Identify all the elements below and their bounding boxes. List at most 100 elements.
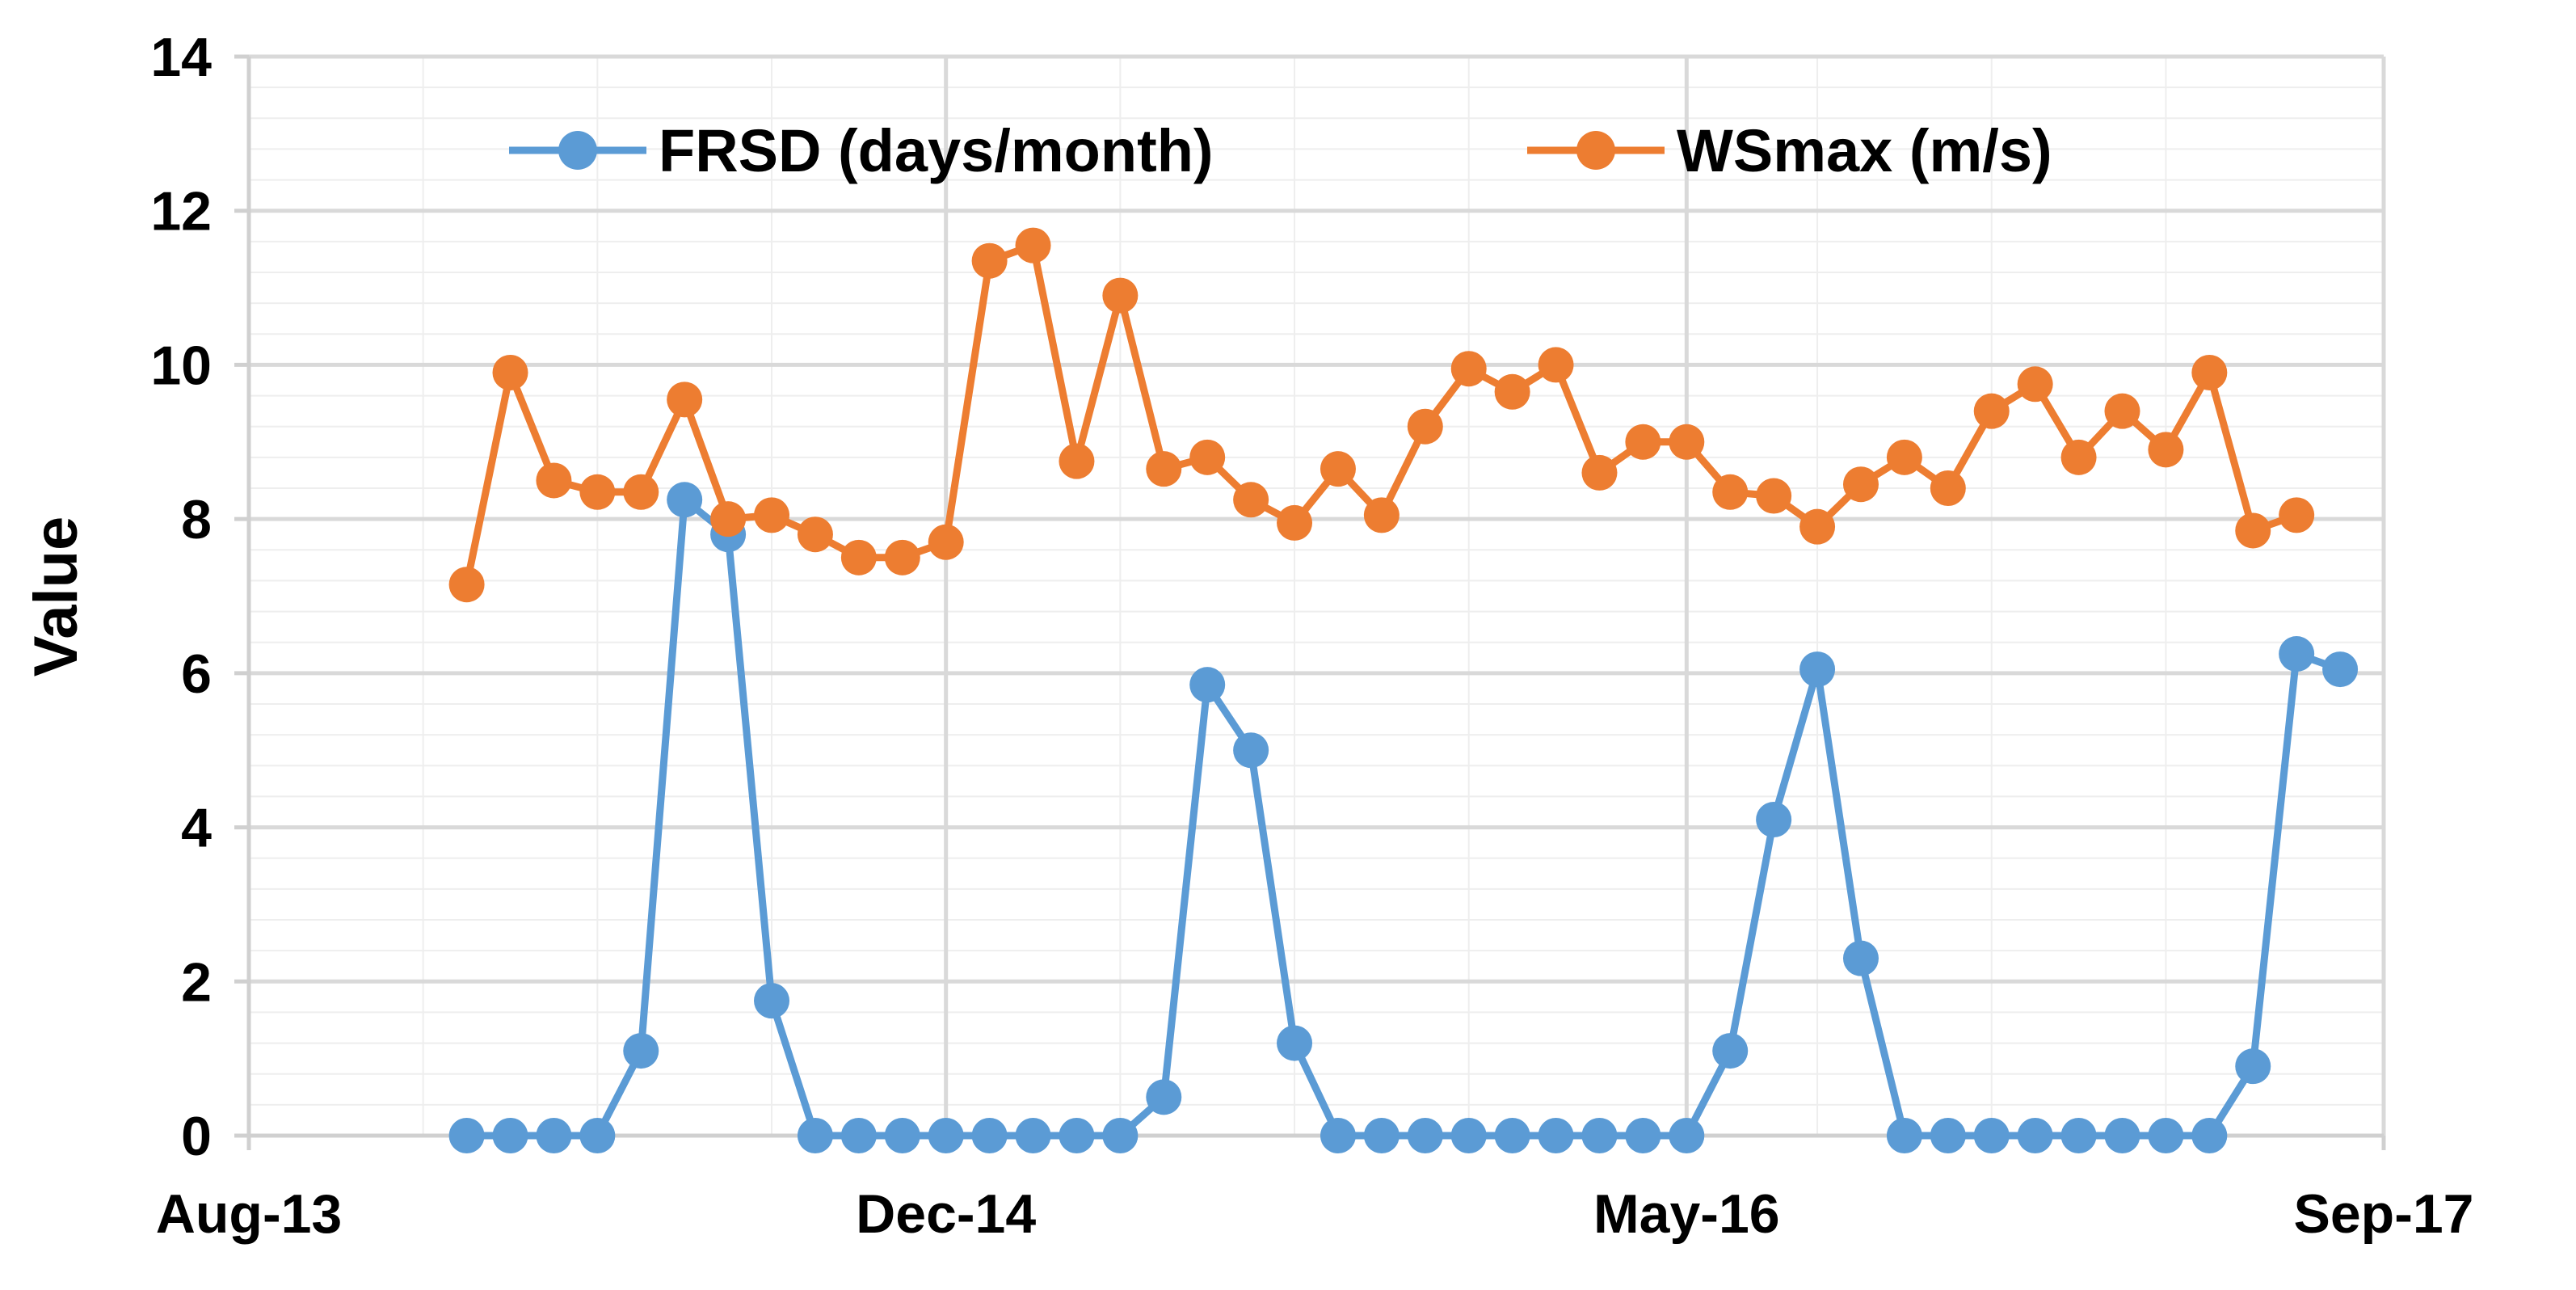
data-point-wsmax [1320,451,1356,487]
legend-marker-wsmax [1576,131,1615,170]
data-point-wsmax [1625,424,1661,460]
data-point-wsmax [2279,497,2315,533]
y-tick-labels: 0 2 4 6 8 10 12 14 [150,27,212,1167]
data-point-frsd [2148,1118,2184,1153]
data-point-frsd [536,1118,572,1153]
x-tick-label: Sep-17 [2294,1183,2474,1245]
series-frsd [448,482,2359,1153]
data-point-wsmax [1363,497,1400,533]
data-point-frsd [1015,1118,1051,1153]
data-point-wsmax [623,474,659,510]
x-tick-labels: Aug-13 Dec-14 May-16 Sep-17 [156,1183,2474,1245]
legend-label-frsd: FRSD (days/month) [659,117,1214,184]
data-point-frsd [1581,1118,1618,1153]
data-point-wsmax [2148,432,2184,468]
data-point-wsmax [1102,277,1139,314]
data-point-frsd [579,1118,616,1153]
data-point-wsmax [1059,443,1095,479]
y-tick-label: 2 [181,951,212,1013]
legend: FRSD (days/month) WSmax (m/s) [509,117,2052,184]
data-point-frsd [492,1118,528,1153]
data-point-wsmax [1930,470,1966,506]
data-point-frsd [2060,1118,2097,1153]
data-point-wsmax [971,242,1008,279]
data-point-frsd [1625,1118,1661,1153]
data-point-wsmax [797,516,833,553]
y-tick-label: 4 [181,798,212,859]
data-point-frsd [1146,1079,1182,1115]
data-point-frsd [1712,1033,1749,1069]
data-point-frsd [928,1118,964,1153]
legend-marker-frsd [558,131,597,170]
data-point-frsd [1799,651,1836,688]
data-point-frsd [2017,1118,2053,1153]
data-point-wsmax [1015,227,1051,263]
series-layer [448,227,2359,1153]
data-point-frsd [1059,1118,1095,1153]
data-point-frsd [623,1033,659,1069]
data-point-frsd [797,1118,833,1153]
y-tick-label: 14 [150,27,212,88]
data-point-wsmax [1799,508,1836,545]
data-point-frsd [448,1118,485,1153]
data-point-frsd [2279,636,2315,672]
data-point-frsd [1756,802,1792,838]
data-point-frsd [1930,1118,1966,1153]
y-tick-label: 6 [181,643,212,705]
data-point-wsmax [1233,482,1269,518]
data-point-frsd [1320,1118,1356,1153]
data-point-frsd [840,1118,877,1153]
y-axis-title: Value [22,516,90,677]
data-point-wsmax [492,354,528,390]
data-point-frsd [1669,1118,1705,1153]
data-point-frsd [667,482,703,518]
y-tick-label: 0 [181,1106,212,1167]
data-point-frsd [1363,1118,1400,1153]
data-point-wsmax [1494,373,1530,410]
y-tick-label: 8 [181,489,212,550]
data-point-wsmax [2060,439,2097,475]
data-point-wsmax [448,567,485,603]
data-point-wsmax [2017,366,2053,403]
data-point-frsd [2322,651,2359,688]
data-point-frsd [1233,732,1269,769]
data-point-wsmax [1756,478,1792,514]
data-point-frsd [1886,1118,1922,1153]
data-point-frsd [1189,667,1226,703]
data-point-wsmax [1669,424,1705,460]
data-point-wsmax [1973,393,2010,429]
data-point-wsmax [2104,393,2140,429]
data-point-wsmax [1538,347,1574,383]
data-point-wsmax [1886,439,1922,475]
data-point-wsmax [536,462,572,499]
data-point-wsmax [579,474,616,510]
data-point-wsmax [710,501,747,538]
legend-label-wsmax: WSmax (m/s) [1677,117,2052,184]
data-point-frsd [1450,1118,1487,1153]
data-point-wsmax [1146,451,1182,487]
data-point-wsmax [2235,512,2271,549]
data-point-frsd [1102,1118,1139,1153]
x-tick-label: Dec-14 [856,1183,1036,1245]
data-point-wsmax [754,497,790,533]
data-point-frsd [1842,940,1879,976]
data-point-frsd [884,1118,920,1153]
data-point-frsd [1973,1118,2010,1153]
data-point-wsmax [1712,474,1749,510]
series-wsmax [448,227,2315,603]
data-point-wsmax [1450,351,1487,387]
y-tick-label: 12 [150,181,212,242]
data-point-wsmax [1842,466,1879,503]
data-point-frsd [1538,1118,1574,1153]
data-point-wsmax [667,382,703,418]
data-point-frsd [1494,1118,1530,1153]
data-point-frsd [754,983,790,1019]
data-point-frsd [2235,1048,2271,1085]
x-tick-label: Aug-13 [156,1183,342,1245]
data-point-wsmax [1407,408,1443,445]
data-point-frsd [2104,1118,2140,1153]
major-grid [249,54,2386,1136]
data-point-wsmax [884,539,920,575]
data-point-wsmax [2191,354,2228,390]
